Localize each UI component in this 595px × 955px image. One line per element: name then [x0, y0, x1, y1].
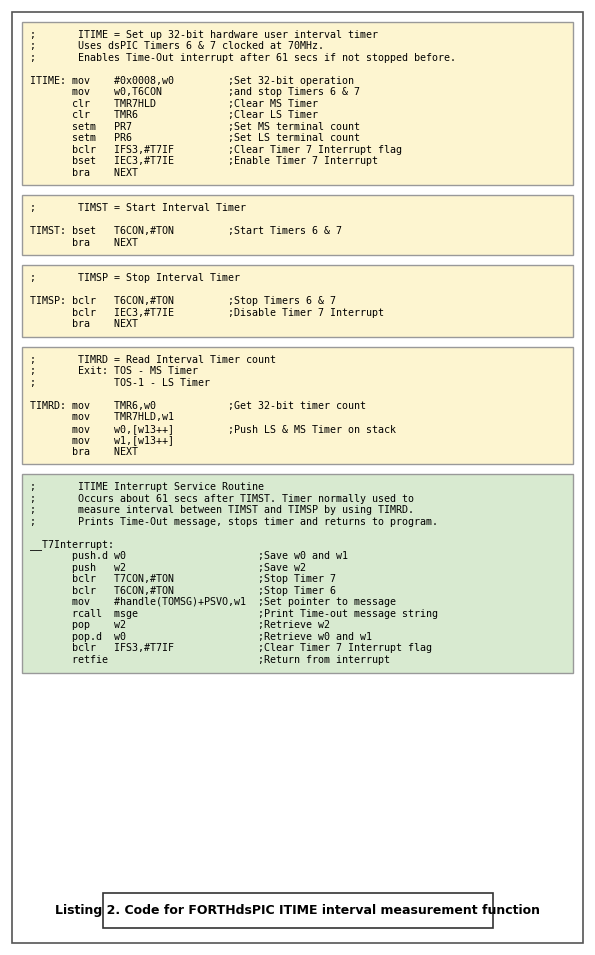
Text: ;       TIMRD = Read Interval Timer count: ; TIMRD = Read Interval Timer count — [30, 354, 276, 365]
Text: TIMST: bset   T6CON,#TON         ;Start Timers 6 & 7: TIMST: bset T6CON,#TON ;Start Timers 6 &… — [30, 226, 342, 236]
Text: bset   IEC3,#T7IE         ;Enable Timer 7 Interrupt: bset IEC3,#T7IE ;Enable Timer 7 Interrup… — [30, 157, 378, 166]
Text: ;       Uses dsPIC Timers 6 & 7 clocked at 70MHz.: ; Uses dsPIC Timers 6 & 7 clocked at 70M… — [30, 41, 324, 52]
Text: rcall  msge                    ;Print Time-out message string: rcall msge ;Print Time-out message strin… — [30, 608, 438, 619]
Text: TIMRD: mov    TMR6,w0            ;Get 32-bit timer count: TIMRD: mov TMR6,w0 ;Get 32-bit timer cou… — [30, 401, 366, 411]
Text: ;       Exit: TOS - MS Timer: ; Exit: TOS - MS Timer — [30, 367, 198, 376]
Text: setm   PR7                ;Set MS terminal count: setm PR7 ;Set MS terminal count — [30, 121, 360, 132]
Text: TIMSP: bclr   T6CON,#TON         ;Stop Timers 6 & 7: TIMSP: bclr T6CON,#TON ;Stop Timers 6 & … — [30, 296, 336, 307]
Text: mov    #handle(TOMSG)+PSVO,w1  ;Set pointer to message: mov #handle(TOMSG)+PSVO,w1 ;Set pointer … — [30, 597, 396, 607]
Text: pop    w2                      ;Retrieve w2: pop w2 ;Retrieve w2 — [30, 620, 330, 630]
Text: bra    NEXT: bra NEXT — [30, 319, 138, 329]
Text: push   w2                      ;Save w2: push w2 ;Save w2 — [30, 562, 306, 573]
Text: pop.d  w0                      ;Retrieve w0 and w1: pop.d w0 ;Retrieve w0 and w1 — [30, 632, 372, 642]
Text: bclr   IFS3,#T7IF         ;Clear Timer 7 Interrupt flag: bclr IFS3,#T7IF ;Clear Timer 7 Interrupt… — [30, 145, 402, 155]
Text: ;       Prints Time-Out message, stops timer and returns to program.: ; Prints Time-Out message, stops timer a… — [30, 517, 438, 527]
Bar — [22, 196, 573, 256]
Text: ;       TIMST = Start Interval Timer: ; TIMST = Start Interval Timer — [30, 203, 246, 213]
Text: ITIME: mov    #0x0008,w0         ;Set 32-bit operation: ITIME: mov #0x0008,w0 ;Set 32-bit operat… — [30, 75, 354, 86]
Bar — [22, 22, 573, 185]
Text: bra    NEXT: bra NEXT — [30, 238, 138, 247]
Text: ;       TIMSP = Stop Interval Timer: ; TIMSP = Stop Interval Timer — [30, 273, 240, 284]
Text: retfie                         ;Return from interrupt: retfie ;Return from interrupt — [30, 655, 390, 665]
Text: ;       ITIME Interrupt Service Routine: ; ITIME Interrupt Service Routine — [30, 482, 264, 492]
Bar — [22, 347, 573, 464]
Text: clr    TMR6               ;Clear LS Timer: clr TMR6 ;Clear LS Timer — [30, 110, 318, 120]
Text: mov    w0,T6CON           ;and stop Timers 6 & 7: mov w0,T6CON ;and stop Timers 6 & 7 — [30, 87, 360, 97]
Text: bclr   T6CON,#TON              ;Stop Timer 6: bclr T6CON,#TON ;Stop Timer 6 — [30, 585, 336, 596]
Text: bclr   IFS3,#T7IF              ;Clear Timer 7 Interrupt flag: bclr IFS3,#T7IF ;Clear Timer 7 Interrupt… — [30, 644, 432, 653]
Text: Listing 2. Code for FORTHdsPIC ITIME interval measurement function: Listing 2. Code for FORTHdsPIC ITIME int… — [55, 904, 540, 917]
Text: __T7Interrupt:: __T7Interrupt: — [30, 540, 114, 550]
Text: mov    TMR7HLD,w1: mov TMR7HLD,w1 — [30, 413, 174, 422]
Text: ;             TOS-1 - LS Timer: ; TOS-1 - LS Timer — [30, 378, 210, 388]
Text: ;       ITIME = Set up 32-bit hardware user interval timer: ; ITIME = Set up 32-bit hardware user in… — [30, 30, 378, 40]
Text: clr    TMR7HLD            ;Clear MS Timer: clr TMR7HLD ;Clear MS Timer — [30, 98, 318, 109]
Bar — [102, 893, 493, 928]
Text: push.d w0                      ;Save w0 and w1: push.d w0 ;Save w0 and w1 — [30, 551, 348, 562]
Text: mov    w0,[w13++]         ;Push LS & MS Timer on stack: mov w0,[w13++] ;Push LS & MS Timer on st… — [30, 424, 396, 434]
Bar — [22, 265, 573, 337]
Text: ;       Enables Time-Out interrupt after 61 secs if not stopped before.: ; Enables Time-Out interrupt after 61 se… — [30, 53, 456, 63]
Bar — [22, 475, 573, 672]
Text: setm   PR6                ;Set LS terminal count: setm PR6 ;Set LS terminal count — [30, 134, 360, 143]
Text: bra    NEXT: bra NEXT — [30, 168, 138, 178]
Text: ;       measure interval between TIMST and TIMSP by using TIMRD.: ; measure interval between TIMST and TIM… — [30, 505, 414, 516]
Text: ;       Occurs about 61 secs after TIMST. Timer normally used to: ; Occurs about 61 secs after TIMST. Time… — [30, 494, 414, 503]
Text: bclr   T7CON,#TON              ;Stop Timer 7: bclr T7CON,#TON ;Stop Timer 7 — [30, 574, 336, 584]
Text: bra    NEXT: bra NEXT — [30, 447, 138, 456]
Text: mov    w1,[w13++]: mov w1,[w13++] — [30, 435, 174, 445]
Text: bclr   IEC3,#T7IE         ;Disable Timer 7 Interrupt: bclr IEC3,#T7IE ;Disable Timer 7 Interru… — [30, 308, 384, 318]
